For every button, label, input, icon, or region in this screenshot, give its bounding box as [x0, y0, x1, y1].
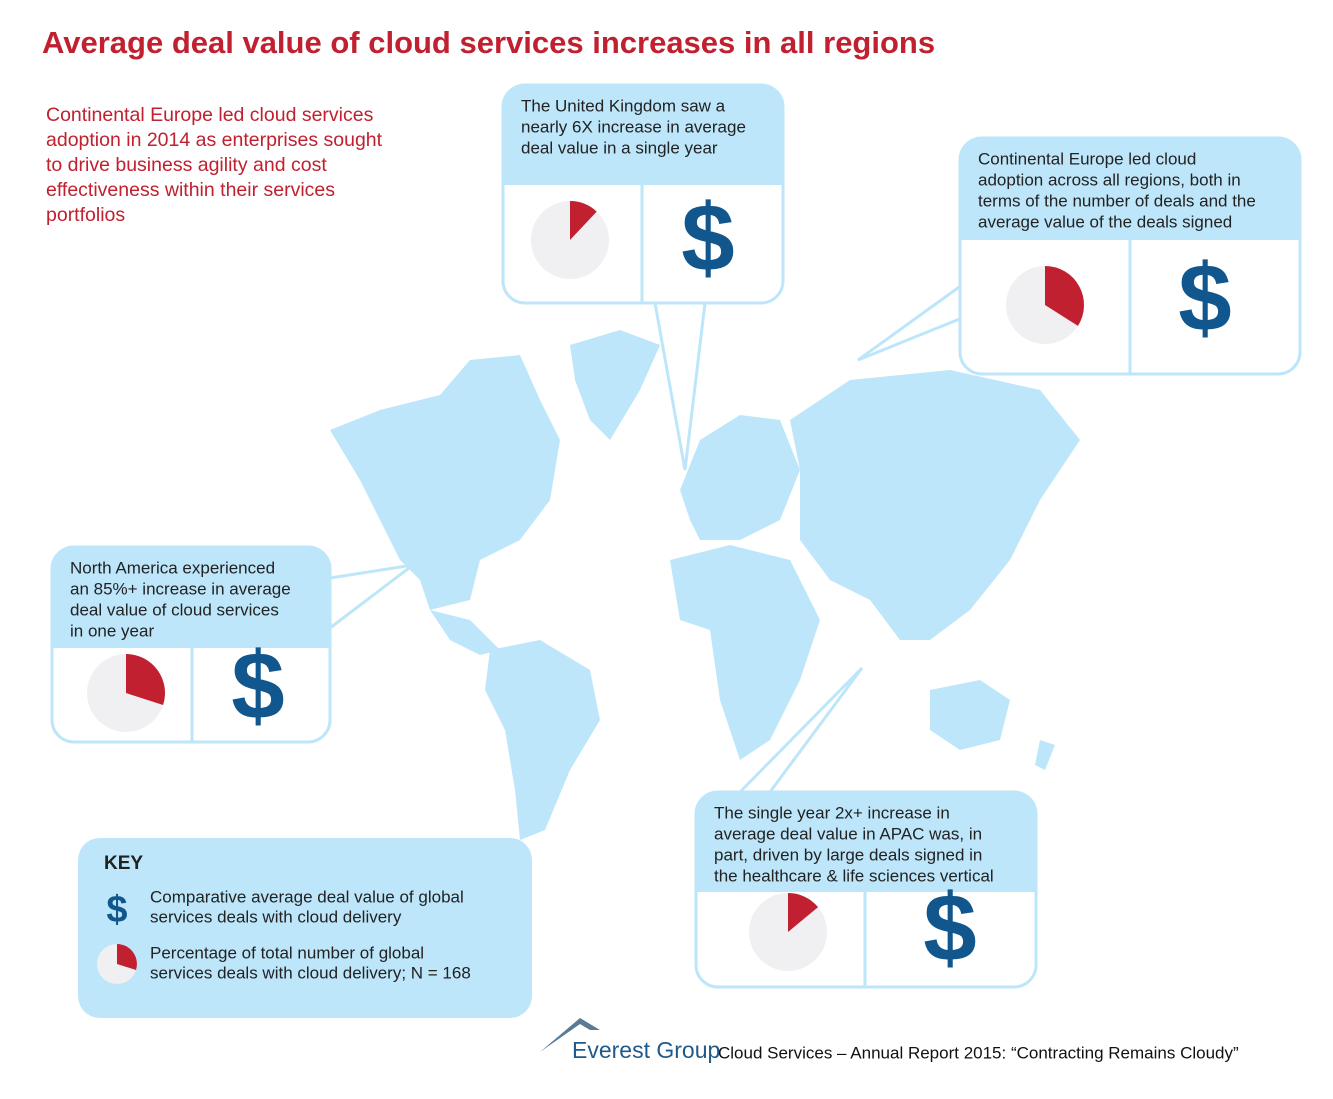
- callout-text: adoption across all regions, both in: [978, 170, 1241, 189]
- logo-mark: [540, 1018, 600, 1052]
- footer: Everest Group Cloud Services – Annual Re…: [540, 1018, 1239, 1063]
- callout-text: average value of the deals signed: [978, 212, 1232, 231]
- intro-line: adoption in 2014 as enterprises sought: [46, 129, 383, 151]
- australia: [930, 680, 1010, 750]
- callout-text: in one year: [70, 621, 154, 640]
- world-map: [330, 330, 1080, 840]
- pie-slice: [1045, 266, 1084, 326]
- intro-line: portfolios: [46, 204, 125, 226]
- callout: The United Kingdom saw a nearly 6X increa…: [501, 83, 785, 471]
- dollar-icon: $: [923, 874, 976, 981]
- intro: Continental Europe led cloud services ado…: [46, 104, 383, 226]
- south-america: [485, 640, 600, 840]
- key-box: [78, 838, 532, 1018]
- callout: North America experienced an 85%+ increas…: [50, 545, 414, 744]
- callout-text: The single year 2x+ increase in: [714, 803, 950, 822]
- callout-text: deal value in a single year: [521, 138, 718, 157]
- dollar-icon: $: [1178, 244, 1231, 351]
- callout-text: Continental Europe led cloud: [978, 149, 1196, 168]
- pie-slice: [570, 201, 597, 240]
- key-text: Comparative average deal value of global: [150, 887, 464, 906]
- key-heading: KEY: [104, 853, 143, 874]
- callout-text: North America experienced: [70, 558, 275, 577]
- callout-header: [52, 547, 330, 648]
- central-america: [430, 610, 500, 655]
- key: KEY $ Comparative average deal value of …: [78, 838, 532, 1018]
- callout-pointer: [653, 302, 707, 471]
- asia: [790, 370, 1080, 640]
- key-dollar-icon: $: [106, 889, 127, 931]
- brand: Everest Group: [572, 1037, 720, 1063]
- title: Average deal value of cloud services inc…: [42, 25, 935, 60]
- north-america: [330, 355, 560, 610]
- callout-text: part, driven by large deals signed in: [714, 845, 982, 864]
- intro-line: effectiveness within their services: [46, 179, 335, 201]
- callouts: The United Kingdom saw a nearly 6X increa…: [50, 83, 1302, 989]
- callout-pointer: [738, 666, 864, 794]
- greenland: [570, 330, 660, 440]
- europe: [680, 415, 800, 540]
- dollar-icon: $: [231, 632, 284, 739]
- callout-text: terms of the number of deals and the: [978, 191, 1256, 210]
- key-pie-slice: [117, 944, 137, 970]
- callout-header: [696, 792, 1036, 892]
- source: Cloud Services – Annual Report 2015: “Co…: [718, 1043, 1239, 1062]
- intro-line: to drive business agility and cost: [46, 154, 327, 176]
- callout: Continental Europe led cloud adoption acr…: [857, 136, 1302, 376]
- key-text: Percentage of total number of global: [150, 943, 424, 962]
- callout-pointer: [857, 283, 963, 362]
- callout-text: the healthcare & life sciences vertical: [714, 866, 994, 885]
- callout-text: deal value of cloud services: [70, 600, 279, 619]
- intro-line: Continental Europe led cloud services: [46, 104, 374, 126]
- dollar-icon: $: [681, 184, 734, 291]
- callout-header: [503, 85, 783, 185]
- callout-text: average deal value in APAC was, in: [714, 824, 982, 843]
- callout-text: an 85%+ increase in average: [70, 579, 291, 598]
- new-zealand: [1035, 740, 1055, 770]
- callout-text: The United Kingdom saw a: [521, 96, 726, 115]
- pie-slice: [788, 893, 819, 932]
- key-text: services deals with cloud delivery; N = …: [150, 963, 471, 982]
- key-text: services deals with cloud delivery: [150, 907, 402, 926]
- africa: [670, 545, 820, 760]
- callout: The single year 2x+ increase in average d…: [694, 666, 1038, 989]
- pie-slice: [126, 654, 165, 706]
- callout-text: nearly 6X increase in average: [521, 117, 746, 136]
- callout-header: [960, 138, 1300, 240]
- callout-pointer: [329, 563, 414, 630]
